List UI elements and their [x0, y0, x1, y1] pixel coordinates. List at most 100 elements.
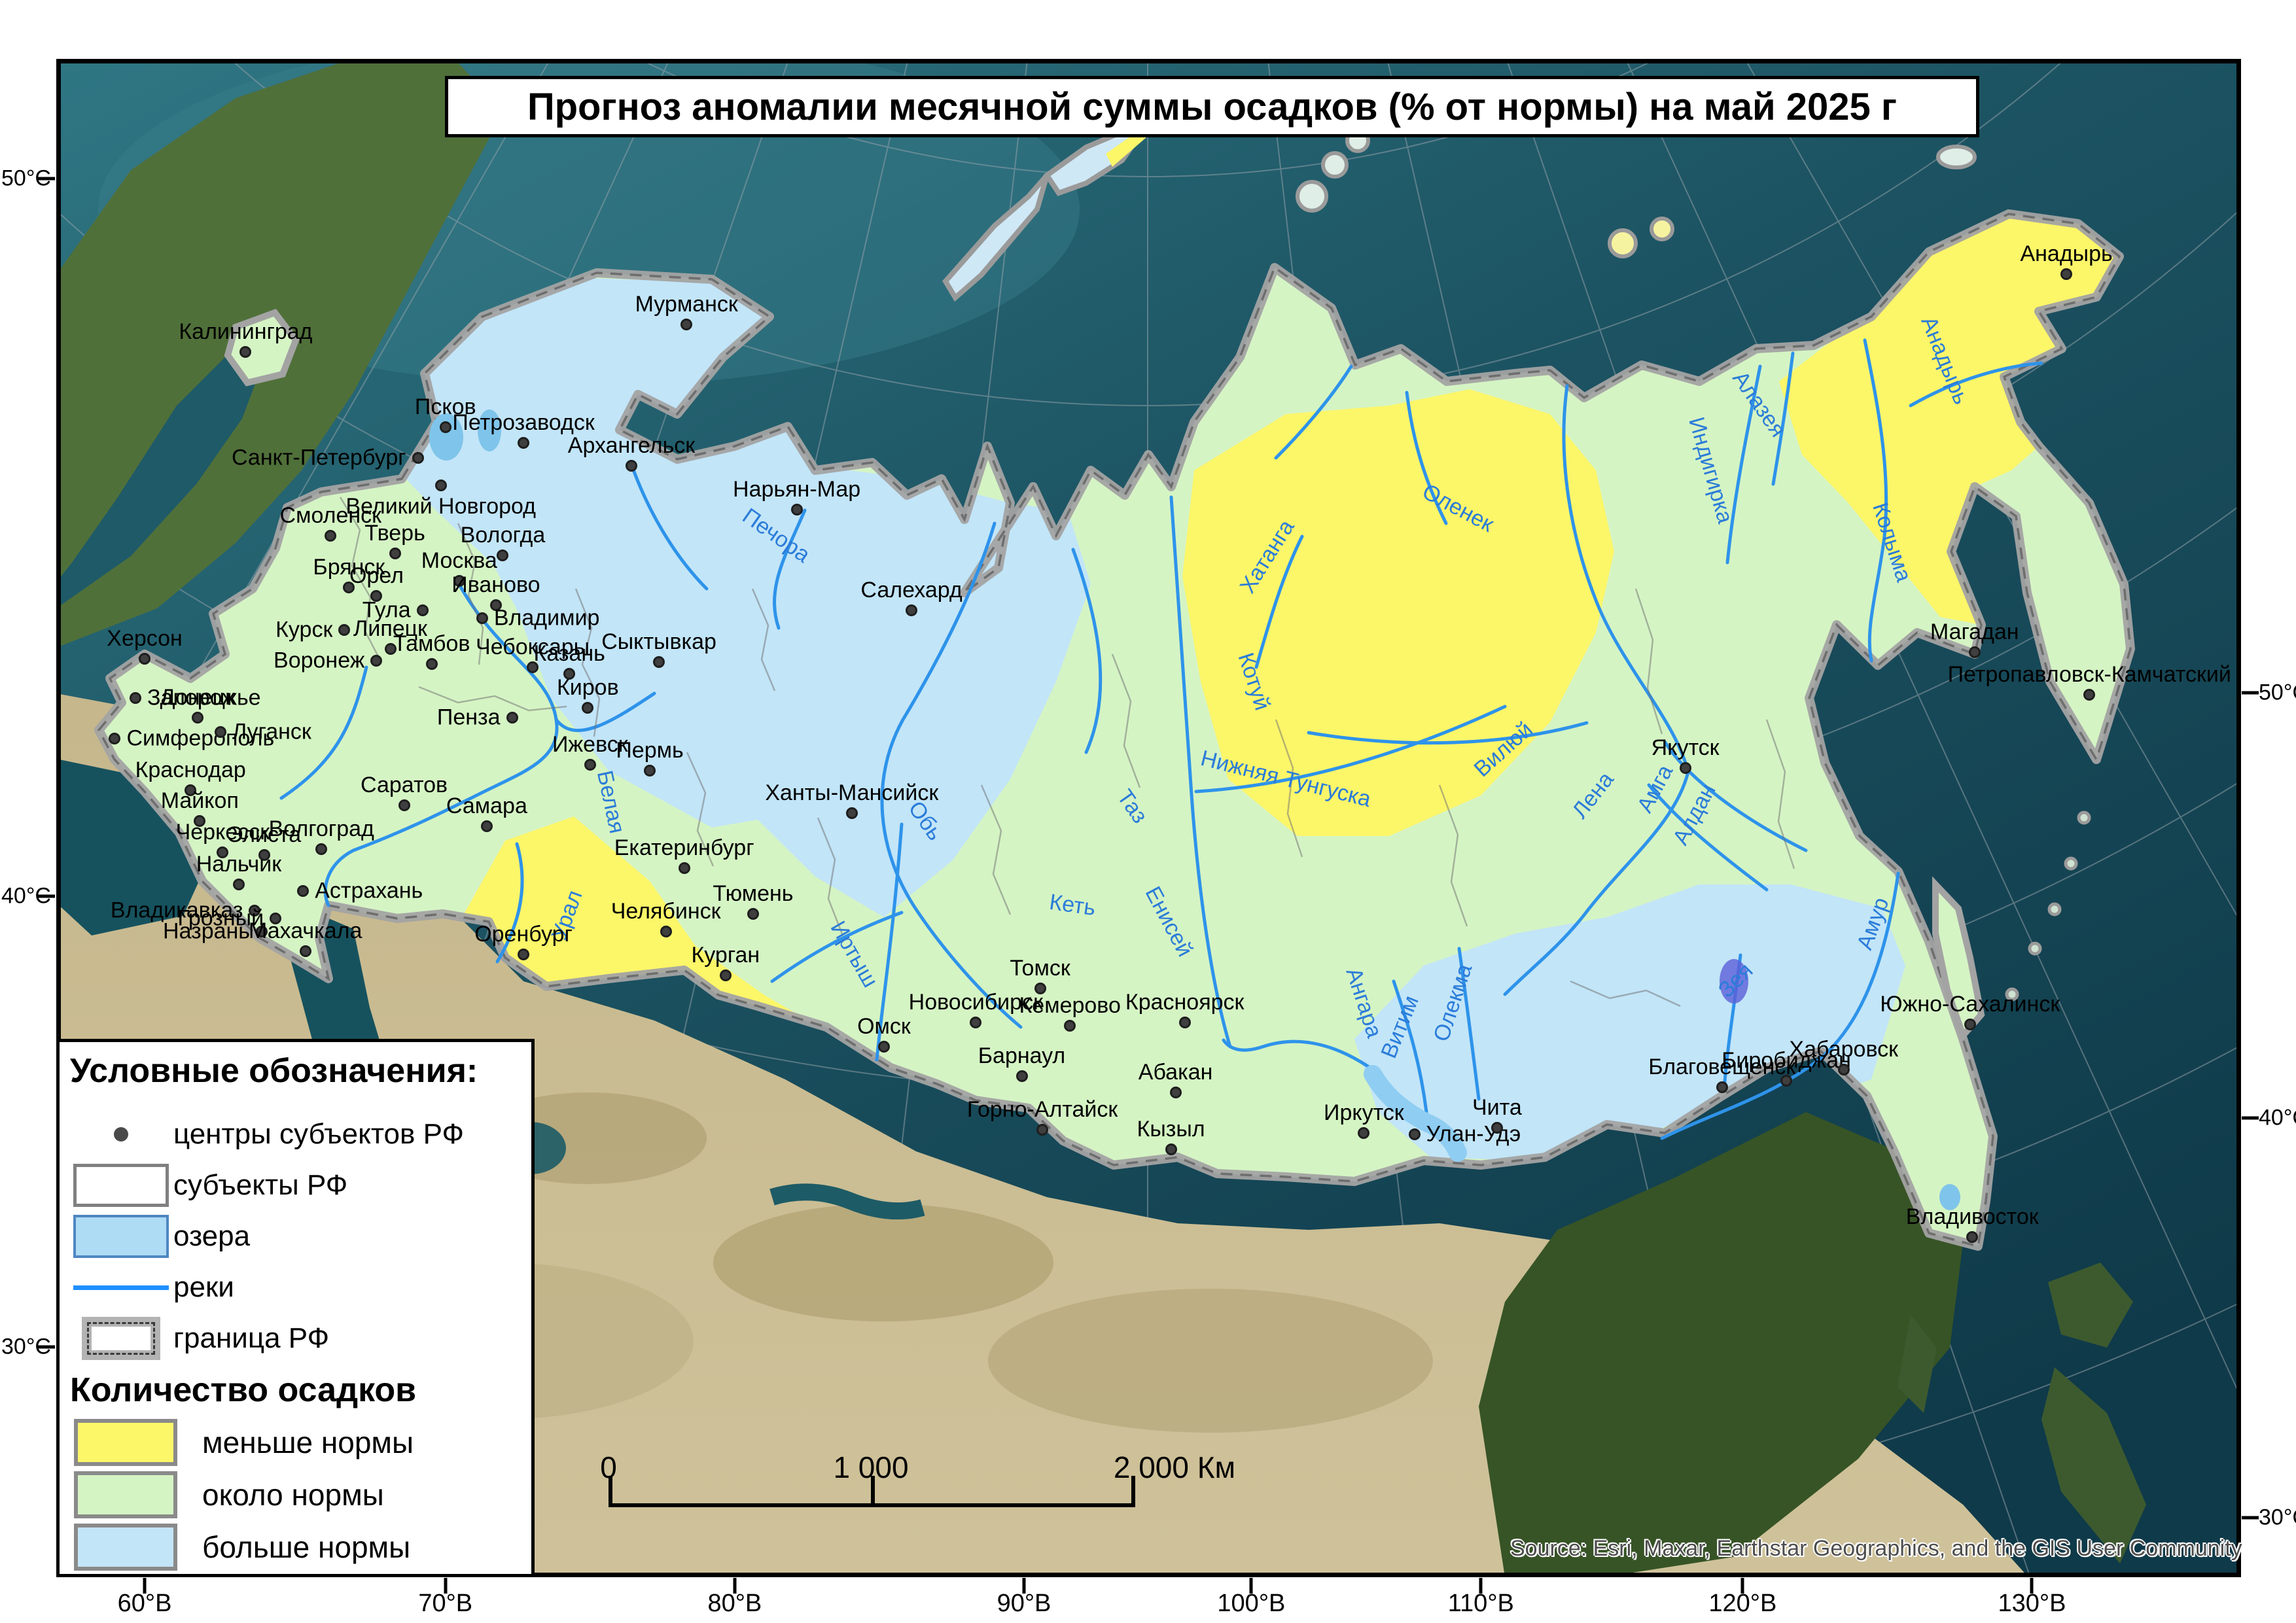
city-label: Ижевск: [552, 731, 628, 757]
kuril-islands: [2005, 811, 2091, 1002]
city-label: Пермь: [616, 738, 684, 763]
wrangel-island: [1936, 145, 1977, 169]
precip-class-label: около нормы: [202, 1478, 384, 1512]
city-label: Майкоп: [160, 788, 239, 814]
precip-swatch-icon: [74, 1524, 177, 1571]
precip-class-label: больше нормы: [202, 1530, 411, 1564]
lake-ladoga: [429, 413, 463, 461]
city-label: Нальчик: [196, 852, 282, 877]
city-dot-icon: [1165, 1143, 1177, 1155]
city-label: Екатеринбург: [614, 835, 754, 861]
city-label: Благовещенск: [1648, 1055, 1796, 1080]
river-label: Амга: [1632, 760, 1678, 817]
city-label: Вологда: [460, 522, 546, 548]
city-dot-icon: [217, 846, 229, 858]
balkhash-lake: [769, 1183, 925, 1220]
city-label: Курган: [691, 943, 760, 968]
less-norm-region-northeast: [1779, 214, 2119, 625]
city-dot-icon: [518, 437, 530, 449]
city-dot-icon: [412, 451, 424, 464]
city-label: Тула: [362, 597, 411, 623]
city-dot-icon: [1034, 982, 1046, 994]
subject-legend-icon: [73, 1164, 169, 1207]
city-dot-icon: [527, 661, 539, 673]
city-dot-icon: [518, 948, 530, 960]
city-label: Владимир: [493, 605, 600, 631]
precip-swatch-icon: [74, 1419, 177, 1466]
latitude-tick: [38, 894, 55, 898]
city-dot-icon: [315, 843, 328, 855]
city-dot-icon: [249, 904, 261, 916]
precip-class-row: меньше нормы: [69, 1416, 531, 1469]
city-dot-icon: [130, 691, 142, 704]
legend-item-label: озера: [173, 1220, 251, 1252]
city-label: Великий Новгород: [345, 493, 537, 519]
longitude-tick: [1022, 1578, 1026, 1594]
city-dot-icon: [1679, 761, 1691, 774]
city-label: Воронеж: [274, 648, 365, 673]
scale-tick: [1131, 1476, 1135, 1507]
river-label: Алдан: [1667, 780, 1721, 850]
legend-item-label: субъекты РФ: [173, 1169, 348, 1201]
city-dot-icon: [2083, 688, 2096, 701]
city-dot-icon: [584, 758, 596, 771]
city-label: Мурманск: [635, 292, 738, 317]
city-label: Тюмень: [713, 881, 794, 906]
longitude-tick: [1249, 1578, 1253, 1594]
city-label: Салехард: [860, 577, 963, 602]
city-dot-icon: [970, 1017, 982, 1029]
city-dot-icon: [582, 701, 594, 714]
city-dot-icon: [877, 1041, 890, 1053]
city-label: Донецк: [160, 684, 235, 710]
korea: [1898, 1315, 1937, 1413]
city-dot-icon: [194, 815, 206, 828]
city-dot-icon: [845, 807, 858, 819]
city-label: Ханты-Мансийск: [765, 780, 939, 805]
longitude-label: 120°В: [1708, 1590, 1777, 1617]
new-siberian-islands: [1650, 217, 1674, 241]
novaya-zemlya-south: [942, 173, 1050, 302]
city-dot-icon: [389, 548, 401, 560]
river-label: Нижняя Тунгуска: [1198, 745, 1374, 812]
longitude-tick: [2030, 1578, 2034, 1594]
river-label: Оленек: [1418, 478, 1498, 537]
lake-baikal: [1364, 1065, 1467, 1162]
longitude-label: 100°В: [1217, 1590, 1286, 1617]
hokkaido: [2048, 1263, 2133, 1348]
city-dot-icon: [425, 657, 438, 670]
china-land: [1479, 1112, 1963, 1577]
source-credit: Source: Esri, Maxar, Earthstar Geographi…: [1510, 1536, 2242, 1561]
city-dot-icon: [660, 926, 672, 938]
precip-class-row: больше нормы: [69, 1521, 531, 1573]
city-label: Магадан: [1930, 620, 2019, 645]
city-label: Брянск: [313, 555, 385, 580]
city-label: Тамбов: [393, 631, 470, 656]
river-label: Котуй: [1233, 650, 1275, 714]
city-dot-icon: [489, 599, 502, 612]
river-label: Печора: [737, 503, 815, 568]
zeya-reservoir: [1720, 959, 1748, 1003]
city-dot-icon: [1491, 1122, 1503, 1134]
city-label: Петропавловск-Камчатский: [1947, 661, 2231, 687]
map-title: Прогноз аномалии месячной суммы осадков …: [527, 85, 1898, 128]
river-label: Ангара: [1341, 964, 1387, 1041]
river-label: Хатанга: [1235, 515, 1299, 598]
river-label: Колыма: [1867, 499, 1917, 585]
river-label: Индигирка: [1684, 414, 1738, 527]
river-label: Иртыш: [825, 916, 883, 992]
city-label: Орел: [349, 563, 404, 588]
latitude-tick: [38, 177, 55, 181]
legend-item: субъекты РФ: [69, 1160, 531, 1211]
city-dot-icon: [1837, 1063, 1850, 1075]
city-dot-icon: [1716, 1081, 1728, 1094]
city-label: Горно-Алтайск: [966, 1096, 1118, 1122]
latitude-label: 50°С: [2259, 680, 2296, 705]
longitude-label: 110°В: [1447, 1590, 1514, 1617]
legend-item-label: центры субъектов РФ: [173, 1118, 464, 1150]
black-sea: [56, 759, 216, 935]
latitude-tick: [38, 1345, 55, 1349]
city-dot-icon: [338, 623, 351, 636]
city-label: Самара: [446, 793, 527, 818]
border-legend-icon: [82, 1317, 160, 1360]
